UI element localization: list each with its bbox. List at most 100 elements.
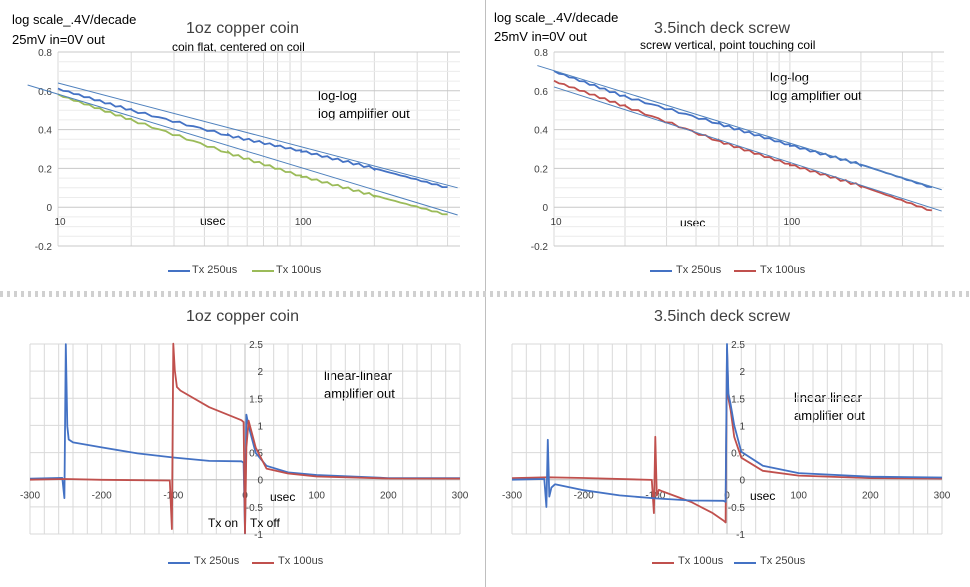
x-tick-label: -200 xyxy=(574,491,594,502)
x-tick-label: 300 xyxy=(452,491,469,502)
series-line-1 xyxy=(511,347,943,524)
y-tick-label: 2.5 xyxy=(731,340,745,351)
series-line-2 xyxy=(553,79,932,212)
plot-area: -0.2 0 0.2 0.4 0.6 0.8 10 100 xyxy=(27,48,460,253)
annotation-line1: linear-linear xyxy=(794,390,862,405)
y-tick-label: 1 xyxy=(257,421,263,432)
y-tick-label: 0 xyxy=(46,203,52,214)
chart-subtitle: screw vertical, point touching coil xyxy=(640,38,816,52)
legend-swatch-2 xyxy=(252,270,274,272)
x-tick-label: -100 xyxy=(645,491,665,502)
chart-log-screw[interactable]: log scale_.4V/decade 25mV in=0V out 3.5i… xyxy=(486,0,970,290)
axis-note-usec: usec xyxy=(270,490,296,504)
series-line-2 xyxy=(511,343,943,508)
series-line-1 xyxy=(57,87,448,188)
y-tick-label: 0 xyxy=(542,203,548,214)
y-tick-label: 1.5 xyxy=(249,394,263,405)
legend-label-1: Tx 100us xyxy=(678,555,724,567)
x-tick-label: -300 xyxy=(20,491,40,502)
y-tick-label: 0.2 xyxy=(38,164,52,175)
y-tick-label: -1 xyxy=(736,530,745,541)
chart-log-coin[interactable]: log scale_.4V/decade 25mV in=0V out 1oz … xyxy=(0,0,484,290)
y-tick-label: 0.8 xyxy=(38,48,52,59)
legend-swatch-1 xyxy=(652,562,674,564)
chart-title: 1oz copper coin xyxy=(186,308,299,325)
y-tick-label: 0.4 xyxy=(38,126,52,137)
y-tick-label: -0.5 xyxy=(728,503,746,514)
series-line-2 xyxy=(29,342,461,535)
chart-lin-screw[interactable]: 3.5inch deck screw linear-linear amplifi… xyxy=(486,298,970,587)
x-tick-label: 200 xyxy=(862,491,879,502)
y-tick-label: -0.5 xyxy=(246,503,264,514)
x-tick-label: 0 xyxy=(724,491,730,502)
y-tick-label: 0.8 xyxy=(534,48,548,59)
chart-title: 1oz copper coin xyxy=(186,20,299,37)
series-line-1 xyxy=(29,343,460,535)
legend-swatch-2 xyxy=(252,562,274,564)
legend-label-2: Tx 100us xyxy=(278,555,324,567)
chart-title: 3.5inch deck screw xyxy=(654,308,791,325)
legend-label-2: Tx 100us xyxy=(276,264,322,276)
y-tick-label: 2.5 xyxy=(249,340,263,351)
x-tick-label: -300 xyxy=(502,491,522,502)
chart-subtitle: coin flat, centered on coil xyxy=(172,40,305,54)
x-tick-label: -100 xyxy=(163,491,183,502)
series-line-2 xyxy=(57,93,448,216)
legend-label-2: Tx 100us xyxy=(760,264,806,276)
y-tick-label: 0 xyxy=(257,476,263,487)
y-tick-label: 1 xyxy=(739,421,745,432)
axis-note-usec: usec xyxy=(200,214,226,228)
plot-area: -0.2 0 0.2 0.4 0.6 0.8 10 100 xyxy=(531,48,944,253)
marker-tx-on: Tx on xyxy=(208,516,239,530)
plot-area: -300 -200 -100 0 100 200 300-1-0.500.511.522.5 xyxy=(502,340,951,541)
scale-note-line1: log scale_.4V/decade xyxy=(12,12,137,27)
legend-label-1: Tx 250us xyxy=(676,264,722,276)
legend-swatch-2 xyxy=(734,270,756,272)
x-tick-label: 10 xyxy=(550,217,562,228)
y-tick-label: -0.2 xyxy=(35,242,53,253)
scale-note-line1: log scale_.4V/decade xyxy=(494,10,619,25)
x-tick-label: 10 xyxy=(54,217,66,228)
x-tick-label: 100 xyxy=(295,217,312,228)
y-tick-label: 0.6 xyxy=(534,87,548,98)
trendline-2 xyxy=(27,84,458,216)
x-tick-label: 100 xyxy=(308,491,325,502)
y-tick-label: 0.5 xyxy=(731,449,745,460)
scale-note-line2: 25mV in=0V out xyxy=(12,32,105,47)
legend-swatch-2 xyxy=(734,562,756,564)
marker-tx-off: Tx off xyxy=(250,516,280,530)
y-tick-label: 1.5 xyxy=(731,394,745,405)
legend-label-1: Tx 250us xyxy=(194,555,240,567)
x-tick-label: 300 xyxy=(934,491,951,502)
x-tick-label: -200 xyxy=(92,491,112,502)
annotation-line1: log-log xyxy=(318,88,358,103)
annotation-line1: linear-linear xyxy=(324,368,392,383)
legend-swatch-1 xyxy=(168,562,190,564)
y-tick-label: 2 xyxy=(739,367,745,378)
trendline-2 xyxy=(553,86,942,212)
legend-label-2: Tx 250us xyxy=(760,555,806,567)
chart-title: 3.5inch deck screw xyxy=(654,20,791,37)
annotation-line2: log amplifier out xyxy=(770,88,862,103)
trendline-1 xyxy=(537,65,942,191)
y-tick-label: -0.2 xyxy=(531,242,549,253)
x-tick-label: 100 xyxy=(784,217,801,228)
legend-label-1: Tx 250us xyxy=(192,264,238,276)
x-tick-label: 200 xyxy=(380,491,397,502)
y-tick-label: 0.6 xyxy=(38,87,52,98)
y-tick-label: 0.2 xyxy=(534,164,548,175)
y-tick-label: -1 xyxy=(254,530,263,541)
y-tick-label: 2 xyxy=(257,367,263,378)
legend-swatch-1 xyxy=(168,270,190,272)
y-tick-label: 0.4 xyxy=(534,126,548,137)
chart-lin-coin[interactable]: 1oz copper coin linear-linear amplifier … xyxy=(0,298,484,587)
plot-area: -300 -200 -100 0 100 200 300-1-0.500.511.522.5 xyxy=(20,340,469,541)
trendline-1 xyxy=(57,82,458,189)
legend-swatch-1 xyxy=(650,270,672,272)
panel-divider-horizontal xyxy=(0,291,970,297)
axis-note-usec: usec xyxy=(750,489,776,503)
x-tick-label: 100 xyxy=(790,491,807,502)
scale-note-line2: 25mV in=0V out xyxy=(494,29,587,44)
annotation-line2: amplifier out xyxy=(794,408,865,423)
y-tick-label: 0 xyxy=(739,476,745,487)
